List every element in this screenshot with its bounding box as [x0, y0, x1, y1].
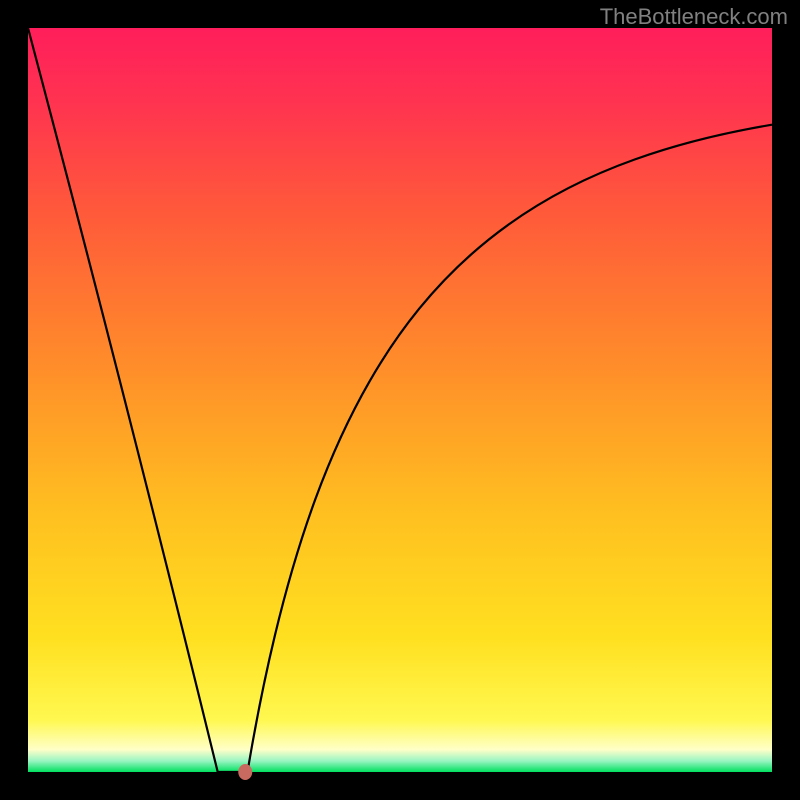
- chart-container: TheBottleneck.com: [0, 0, 800, 800]
- bottleneck-chart: [0, 0, 800, 800]
- optimum-marker: [238, 764, 252, 780]
- plot-background: [28, 28, 772, 772]
- watermark-label: TheBottleneck.com: [600, 4, 788, 30]
